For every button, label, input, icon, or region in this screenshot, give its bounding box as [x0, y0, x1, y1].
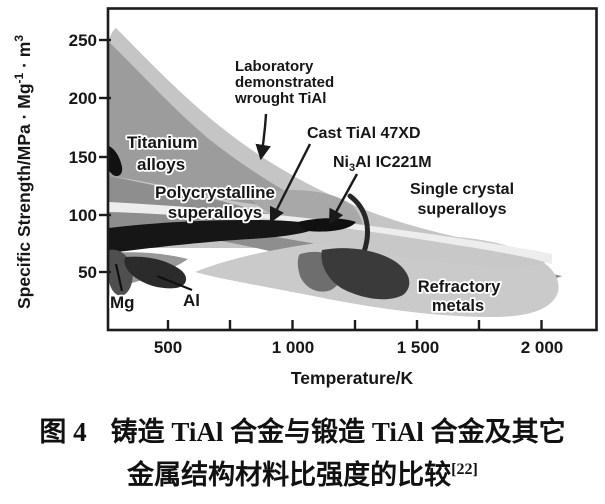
region-wrought-tial-envelope [109, 28, 540, 256]
single-crystal-label-line2: superalloys [418, 201, 507, 218]
dome-dark-arc [347, 193, 370, 255]
x-tick-label: 1 500 [397, 338, 440, 357]
y-tick-label: 100 [69, 206, 97, 225]
laboratory-arrow [255, 113, 271, 161]
plot-frame [106, 7, 598, 332]
cast-arrow [269, 143, 312, 224]
caption-text-line2: 金属结构材料比强度的比较 [127, 460, 452, 490]
caption-figure-number: 图 4 [39, 417, 87, 447]
caption-line2: 金属结构材料比强度的比较[22] [0, 451, 605, 494]
caption-line1: 图 4 铸造 TiAl 合金与锻造 TiAl 合金及其它 [0, 414, 605, 451]
y-tick-label: 200 [69, 89, 97, 108]
region-refractory-core [321, 248, 410, 300]
region-titanium-alloys [109, 42, 315, 210]
caption-text-line1: 铸造 TiAl 合金与锻造 TiAl 合金及其它 [110, 417, 566, 447]
ni3al-label: Ni3Al IC221M [333, 154, 432, 174]
region-pale-streak [109, 202, 552, 264]
region-cast-tial-banana [109, 220, 322, 253]
laboratory-label-line2: demonstrated [235, 74, 334, 91]
titanium-label-line1: Titanium [127, 133, 198, 152]
ni3al-arrow [328, 173, 359, 226]
laboratory-label-line3: wrought TiAl [234, 90, 326, 107]
refractory-label-line1: Refractory [418, 278, 501, 296]
left-edge-black-wedge [109, 146, 123, 177]
caption-reference: [22] [451, 461, 478, 478]
polycrystalline-label-line2: superalloys [168, 203, 263, 222]
region-polycrystalline-superalloys [109, 176, 562, 285]
y-axis-ticks [99, 38, 111, 274]
y-tick-label: 250 [69, 31, 97, 50]
x-tick-label: 500 [154, 338, 182, 357]
x-axis-title: Temperature/K [291, 368, 414, 388]
x-tick-label: 1 000 [272, 338, 315, 357]
al-leader-line [156, 274, 193, 292]
y-axis-title: Specific Strength/MPa · Mg-1 · m3 [12, 35, 34, 309]
single-crystal-label-line1: Single crystal [410, 181, 514, 198]
mg-leader-line [114, 263, 124, 292]
polycrystalline-label-line1: Polycrystalline [155, 183, 275, 202]
titanium-label-line2: alloys [137, 155, 185, 174]
cast-tial-label: Cast TiAl 47XD [307, 125, 421, 142]
laboratory-label-line1: Laboratory [235, 58, 314, 75]
figure-caption: 图 4 铸造 TiAl 合金与锻造 TiAl 合金及其它 金属结构材料比强度的比较… [0, 414, 605, 494]
strength-temperature-chart: 250 200 150 100 50 500 1 000 1 500 2 000… [12, 7, 598, 388]
mg-label: Mg [110, 293, 135, 312]
x-tick-label: 2 000 [521, 338, 564, 357]
al-label: Al [183, 291, 200, 310]
y-tick-label: 150 [69, 148, 97, 167]
y-tick-label: 50 [78, 263, 97, 282]
refractory-label-line2: metals [432, 297, 484, 315]
x-axis-ticks [166, 320, 543, 329]
